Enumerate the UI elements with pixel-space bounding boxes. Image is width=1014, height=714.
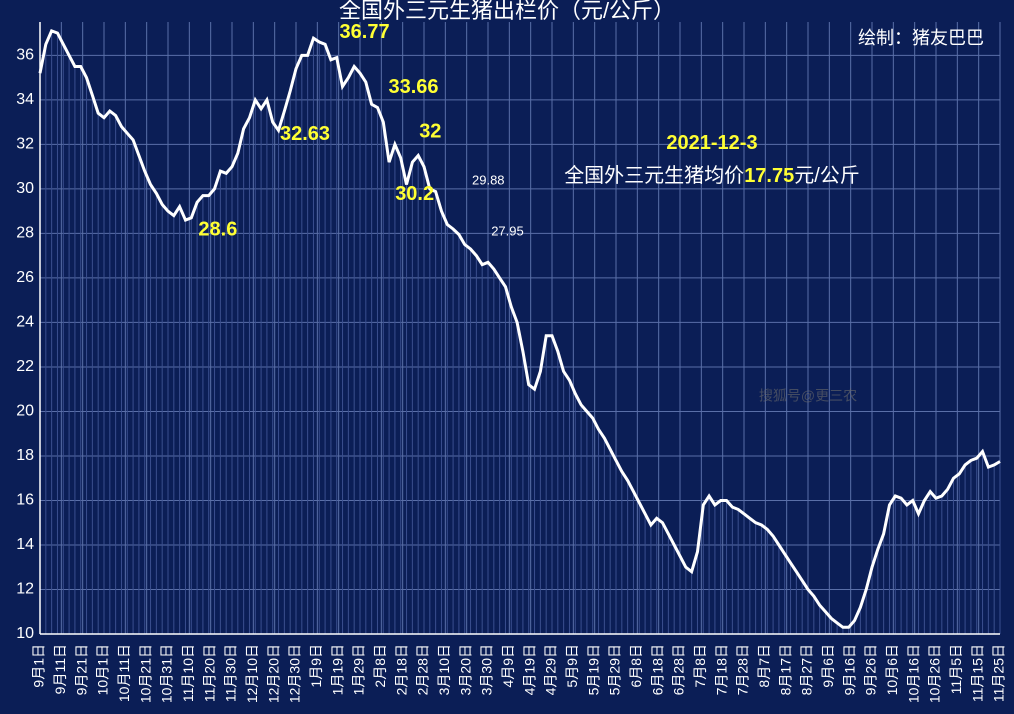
annotation-yellow: 32 xyxy=(419,121,441,143)
x-tick-label: 4月19日 xyxy=(521,644,537,695)
x-tick-label: 7月28日 xyxy=(735,644,751,695)
x-tick-label: 2月18日 xyxy=(393,644,409,695)
annotation-yellow: 36.77 xyxy=(340,21,390,43)
x-tick-label: 7月18日 xyxy=(713,644,729,695)
x-tick-label: 3月10日 xyxy=(436,644,452,695)
x-tick-label: 5月29日 xyxy=(607,644,623,695)
x-tick-label: 1月9日 xyxy=(308,644,324,688)
annotation-white: 29.88 xyxy=(472,172,505,187)
x-tick-label: 9月11日 xyxy=(52,644,68,694)
x-tick-label: 11月15日 xyxy=(969,644,985,702)
annotation-white: 27.95 xyxy=(491,224,524,239)
x-tick-label: 8月17日 xyxy=(777,644,793,695)
x-tick-label: 1月19日 xyxy=(329,644,345,695)
y-tick-label: 14 xyxy=(16,536,34,553)
x-tick-label: 7月8日 xyxy=(692,644,708,688)
x-tick-label: 10月6日 xyxy=(884,644,900,695)
y-tick-label: 10 xyxy=(16,625,34,642)
x-tick-label: 12月20日 xyxy=(265,644,281,703)
chart-svg: 10 12 14 16 18 20 22 24 26 28 30 32 34 36 9月1日 9月11日 9月2… xyxy=(0,0,1014,714)
x-tick-label: 4月9日 xyxy=(500,644,516,688)
x-tick-label: 10月31日 xyxy=(159,644,175,703)
x-tick-label: 10月1日 xyxy=(95,644,111,695)
x-tick-label: 9月16日 xyxy=(841,644,857,695)
chart-title: 全国外三元生猪出栏价（元/公斤） xyxy=(339,0,675,23)
x-tick-label: 10月26日 xyxy=(927,644,943,703)
x-tick-label: 6月18日 xyxy=(649,644,665,695)
x-tick-label: 3月30日 xyxy=(479,644,495,695)
x-tick-label: 11月20日 xyxy=(201,644,217,702)
x-tick-label: 10月11日 xyxy=(116,644,132,702)
x-tick-label: 3月20日 xyxy=(457,644,473,695)
x-tick-label: 6月28日 xyxy=(671,644,687,695)
x-tick-label: 5月19日 xyxy=(585,644,601,695)
x-tick-label: 9月21日 xyxy=(73,644,89,695)
x-tick-label: 11月25日 xyxy=(991,644,1007,702)
y-tick-label: 22 xyxy=(16,358,34,375)
annotation-yellow: 28.6 xyxy=(198,219,237,241)
x-tick-label: 9月1日 xyxy=(31,644,47,688)
x-tick-label: 8月7日 xyxy=(756,644,772,688)
x-tick-label: 5月9日 xyxy=(564,644,580,688)
x-tick-label: 11月30日 xyxy=(223,644,239,702)
y-tick-label: 16 xyxy=(16,492,34,509)
annotation-yellow: 30.2 xyxy=(395,183,434,205)
x-tick-label: 12月30日 xyxy=(287,644,303,703)
x-tick-label: 2月28日 xyxy=(415,644,431,695)
x-tick-label: 12月10日 xyxy=(244,644,260,703)
annotation-yellow: 33.66 xyxy=(388,76,438,98)
y-tick-label: 34 xyxy=(16,91,34,108)
x-tick-label: 11月10日 xyxy=(180,644,196,702)
x-tick-label: 2月8日 xyxy=(372,644,388,688)
x-tick-label: 9月6日 xyxy=(820,644,836,688)
chart-container: 10 12 14 16 18 20 22 24 26 28 30 32 34 36 9月1日 9月11日 9月2… xyxy=(0,0,1014,714)
y-tick-label: 36 xyxy=(16,47,34,64)
x-tick-label: 8月27日 xyxy=(799,644,815,695)
y-tick-label: 28 xyxy=(16,225,34,242)
x-tick-label: 10月16日 xyxy=(905,644,921,703)
y-tick-label: 32 xyxy=(16,136,34,153)
x-tick-label: 11月5日 xyxy=(948,644,964,694)
annotation-yellow: 32.63 xyxy=(280,123,330,145)
x-tick-label: 10月21日 xyxy=(137,644,153,703)
y-tick-label: 26 xyxy=(16,269,34,286)
y-tick-label: 30 xyxy=(16,180,34,197)
y-tick-label: 24 xyxy=(16,314,34,331)
x-tick-label: 9月26日 xyxy=(863,644,879,695)
y-tick-label: 18 xyxy=(16,447,34,464)
summary-text: 全国外三元生猪均价17.75元/公斤 xyxy=(564,164,860,187)
summary-date: 2021-12-3 xyxy=(666,132,757,154)
chart-credit: 绘制：猪友巴巴 xyxy=(858,28,984,48)
x-tick-label: 6月8日 xyxy=(628,644,644,688)
x-tick-label: 1月29日 xyxy=(351,644,367,695)
y-tick-label: 12 xyxy=(16,581,34,598)
x-tick-label: 4月29日 xyxy=(543,644,559,695)
y-tick-label: 20 xyxy=(16,403,34,420)
watermark: 搜狐号@更三农 xyxy=(759,387,857,403)
